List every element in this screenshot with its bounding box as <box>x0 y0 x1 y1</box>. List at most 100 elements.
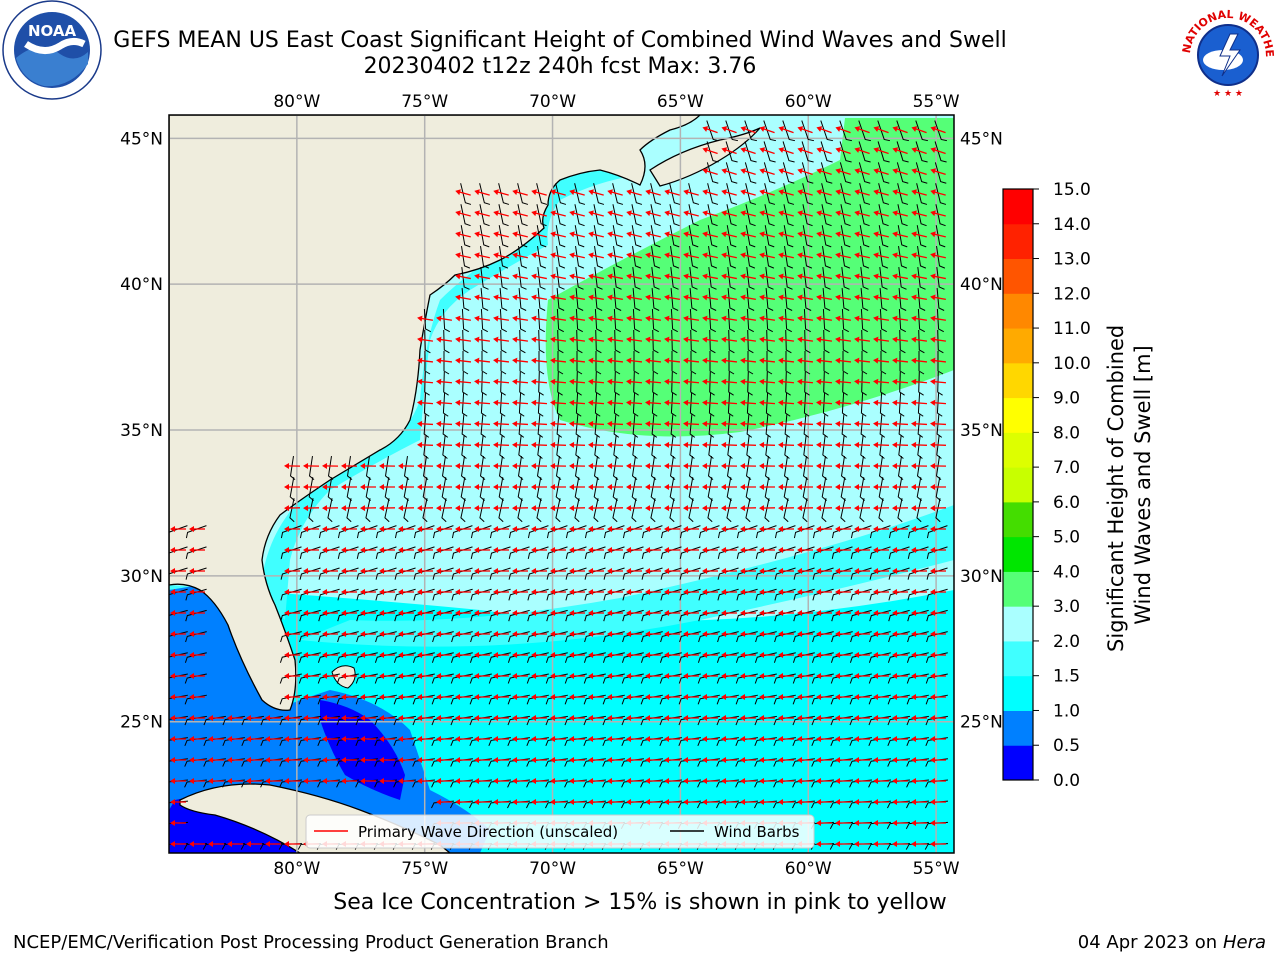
wind-barb <box>897 183 909 205</box>
wind-barb <box>765 287 774 311</box>
wind-barb <box>707 204 718 227</box>
wave-arrow <box>892 147 908 155</box>
wind-barb <box>841 392 848 417</box>
wave-arrow <box>664 778 680 784</box>
wave-arrow <box>208 757 224 763</box>
wind-barb <box>916 183 928 205</box>
wave-arrow <box>322 589 338 595</box>
wind-barb <box>280 609 302 622</box>
wave-arrow <box>398 610 414 616</box>
wave-arrow <box>892 820 908 826</box>
wave-arrow <box>189 589 205 595</box>
wind-barb <box>803 392 810 417</box>
colorbar-segment <box>1003 675 1033 711</box>
wind-barb <box>726 225 737 248</box>
wind-barb <box>689 308 697 333</box>
wind-barb <box>823 329 830 354</box>
wave-arrow <box>740 441 757 448</box>
wind-barb <box>451 567 473 580</box>
wind-barb <box>556 246 566 269</box>
wave-arrow <box>873 294 889 301</box>
wave-arrow <box>512 526 528 532</box>
wave-arrow <box>930 505 947 512</box>
wind-barb <box>612 183 624 205</box>
wave-arrow <box>474 252 490 259</box>
wind-barb <box>299 567 321 580</box>
colorbar-segment <box>1003 536 1033 572</box>
wind-barb <box>424 371 430 396</box>
wave-arrow <box>531 378 548 385</box>
wave-arrow <box>797 252 813 259</box>
wave-arrow <box>873 336 890 343</box>
wave-arrow <box>550 694 566 700</box>
wind-barb <box>185 546 207 559</box>
wind-barb <box>764 225 775 248</box>
wave-arrow <box>512 631 528 637</box>
wind-barb <box>755 546 777 559</box>
wave-arrow <box>436 652 452 658</box>
lon-label-top: 55°W <box>913 92 960 112</box>
wave-arrow <box>265 715 281 721</box>
wave-arrow <box>778 231 794 238</box>
wave-arrow <box>341 505 358 512</box>
wave-arrow <box>493 336 510 343</box>
wave-arrow <box>797 189 813 196</box>
wave-arrow <box>873 547 889 553</box>
colorbar-tick-label: 1.5 <box>1053 667 1080 687</box>
wave-arrow <box>550 589 566 595</box>
wind-barb <box>594 413 601 438</box>
wind-barb <box>317 652 340 663</box>
wave-arrow <box>455 462 472 469</box>
wave-arrow <box>759 462 776 469</box>
wave-arrow <box>797 610 813 616</box>
wave-arrow <box>227 736 243 742</box>
wave-arrow <box>455 526 471 532</box>
wave-arrow <box>645 568 661 574</box>
wind-barb <box>688 225 699 248</box>
wave-arrow <box>740 715 756 721</box>
wind-barb <box>888 525 910 539</box>
wave-arrow <box>797 547 813 553</box>
wave-arrow <box>664 294 680 301</box>
wave-arrow <box>379 673 395 679</box>
wave-arrow <box>892 547 908 553</box>
colorbar-tick-label: 14.0 <box>1053 215 1091 235</box>
wave-arrow <box>873 757 889 763</box>
wind-barb <box>317 673 340 684</box>
wind-barb <box>480 435 486 459</box>
wave-arrow <box>892 799 908 805</box>
wave-arrow <box>721 315 738 322</box>
wave-arrow <box>835 462 852 469</box>
wave-arrow <box>170 715 186 721</box>
wave-arrow <box>284 778 300 784</box>
wave-arrow <box>512 315 529 322</box>
wind-barb <box>603 546 625 559</box>
wind-barb <box>728 371 734 396</box>
wave-arrow <box>835 568 851 574</box>
wind-barb <box>336 652 359 663</box>
wave-arrow <box>797 273 813 280</box>
colorbar-segment <box>1003 501 1033 538</box>
wind-barb <box>783 498 789 523</box>
wave-arrow <box>835 694 851 700</box>
wave-arrow <box>892 673 908 679</box>
wind-barb <box>518 435 524 459</box>
wave-arrow <box>683 189 699 196</box>
wave-arrow <box>208 778 224 784</box>
colorbar-tick-label: 10.0 <box>1053 354 1091 374</box>
wind-barb <box>689 392 696 417</box>
wave-arrow <box>930 462 947 469</box>
wind-barb <box>394 567 416 580</box>
wave-arrow <box>531 336 548 343</box>
wave-arrow <box>911 757 927 763</box>
wind-barb <box>394 588 416 601</box>
wind-barb <box>688 204 699 227</box>
wave-arrow <box>645 378 662 385</box>
wave-arrow <box>607 652 623 658</box>
wind-barb <box>831 525 853 539</box>
wave-arrow <box>588 315 605 322</box>
wave-arrow <box>645 231 661 238</box>
wind-barb <box>878 183 890 205</box>
wave-arrow <box>645 589 661 595</box>
wave-arrow <box>873 715 889 721</box>
